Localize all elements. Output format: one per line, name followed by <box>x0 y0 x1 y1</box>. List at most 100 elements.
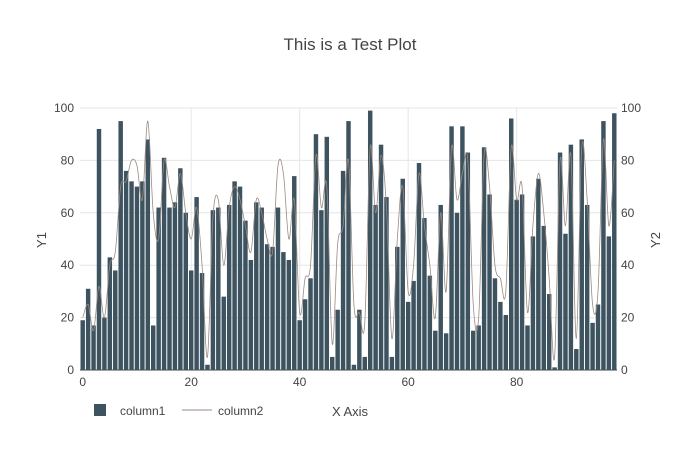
bar[interactable] <box>102 317 107 370</box>
bar[interactable] <box>297 320 302 370</box>
bar[interactable] <box>378 144 384 370</box>
bar[interactable] <box>199 273 205 370</box>
bar[interactable] <box>574 349 579 370</box>
bar[interactable] <box>595 304 601 371</box>
bar[interactable] <box>584 204 590 370</box>
bar[interactable] <box>541 225 546 370</box>
bar[interactable] <box>178 168 183 370</box>
bar[interactable] <box>302 299 308 370</box>
bar[interactable] <box>243 220 248 370</box>
bar[interactable] <box>536 178 541 370</box>
bar[interactable] <box>612 113 617 371</box>
bar[interactable] <box>107 257 113 370</box>
bar[interactable] <box>367 110 373 371</box>
bar[interactable] <box>248 259 254 370</box>
bar[interactable] <box>156 207 161 370</box>
bar[interactable] <box>498 301 503 370</box>
line-column2[interactable] <box>82 120 615 361</box>
bar[interactable] <box>546 294 552 370</box>
bar[interactable] <box>113 270 118 370</box>
bar[interactable] <box>145 139 151 370</box>
bar[interactable] <box>85 288 91 370</box>
bar[interactable] <box>275 207 281 370</box>
bar[interactable] <box>438 204 443 370</box>
bar[interactable] <box>80 320 85 370</box>
bar[interactable] <box>330 356 335 370</box>
bar[interactable] <box>590 322 595 370</box>
bar[interactable] <box>151 325 156 370</box>
bar[interactable] <box>557 152 563 370</box>
bar[interactable] <box>313 134 319 370</box>
bar[interactable] <box>449 126 454 370</box>
legend-swatch-column1[interactable] <box>94 404 106 416</box>
bar[interactable] <box>525 325 530 370</box>
bar[interactable] <box>167 207 172 370</box>
bar[interactable] <box>232 181 237 370</box>
bar[interactable] <box>292 176 297 370</box>
bar[interactable] <box>351 364 357 370</box>
bar[interactable] <box>226 204 232 370</box>
bar[interactable] <box>237 186 243 370</box>
bar[interactable] <box>503 314 509 370</box>
bar[interactable] <box>188 270 194 370</box>
bar[interactable] <box>96 128 102 370</box>
bar[interactable] <box>601 121 606 370</box>
bar[interactable] <box>205 364 210 370</box>
bar[interactable] <box>487 194 492 370</box>
bar[interactable] <box>254 202 259 370</box>
bar[interactable] <box>433 330 438 370</box>
bar[interactable] <box>357 309 362 370</box>
bar[interactable] <box>579 139 584 370</box>
bar[interactable] <box>123 170 129 370</box>
bar[interactable] <box>514 199 519 370</box>
bar[interactable] <box>416 163 422 370</box>
bar[interactable] <box>454 212 460 370</box>
bar[interactable] <box>216 207 221 370</box>
bar[interactable] <box>286 259 292 370</box>
bar[interactable] <box>194 197 199 370</box>
bar[interactable] <box>395 246 400 370</box>
bar[interactable] <box>509 118 514 370</box>
bar[interactable] <box>443 333 449 370</box>
bar[interactable] <box>221 296 226 370</box>
bar[interactable] <box>568 144 574 370</box>
bar[interactable] <box>384 197 389 370</box>
bar[interactable] <box>259 207 264 370</box>
bar[interactable] <box>427 275 433 370</box>
bar[interactable] <box>530 236 536 370</box>
bar[interactable] <box>270 246 275 370</box>
bar[interactable] <box>552 367 557 370</box>
bar[interactable] <box>183 212 188 370</box>
bar[interactable] <box>476 325 481 370</box>
bar[interactable] <box>210 210 216 370</box>
bar[interactable] <box>335 309 340 370</box>
legend-label-column1[interactable]: column1 <box>120 404 166 418</box>
bar[interactable] <box>134 186 140 370</box>
bar[interactable] <box>140 181 145 370</box>
bar[interactable] <box>172 202 178 370</box>
bar[interactable] <box>471 330 476 370</box>
bar[interactable] <box>281 252 286 370</box>
bar[interactable] <box>389 356 395 370</box>
bar[interactable] <box>308 278 313 370</box>
bar[interactable] <box>161 157 167 370</box>
bar[interactable] <box>519 194 525 370</box>
bar[interactable] <box>606 236 612 370</box>
bar[interactable] <box>492 278 498 370</box>
legend-label-column2[interactable]: column2 <box>218 404 264 418</box>
bar[interactable] <box>362 356 367 370</box>
bar[interactable] <box>118 121 123 370</box>
bar[interactable] <box>129 181 134 370</box>
bar[interactable] <box>481 147 487 370</box>
bar[interactable] <box>324 136 330 370</box>
bar[interactable] <box>405 301 411 370</box>
bar[interactable] <box>400 178 405 370</box>
bar[interactable] <box>465 152 471 370</box>
bar[interactable] <box>373 204 378 370</box>
bar[interactable] <box>264 244 270 370</box>
bar[interactable] <box>346 121 351 370</box>
bar[interactable] <box>319 210 324 370</box>
bar[interactable] <box>411 280 416 370</box>
bar[interactable] <box>91 325 96 370</box>
bar[interactable] <box>460 126 465 370</box>
